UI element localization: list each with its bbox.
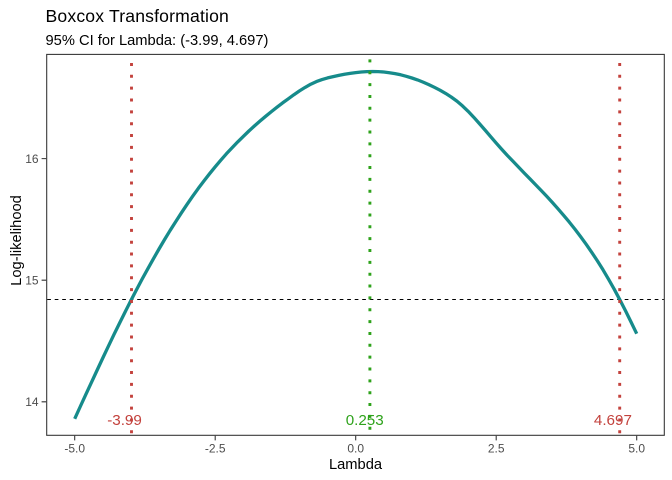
svg-text:4.697: 4.697 <box>594 412 632 429</box>
svg-text:95% CI for Lambda: (-3.99, 4.6: 95% CI for Lambda: (-3.99, 4.697) <box>46 33 269 49</box>
svg-text:5.0: 5.0 <box>628 441 645 455</box>
svg-text:14: 14 <box>25 395 39 409</box>
svg-text:Lambda: Lambda <box>329 457 383 473</box>
svg-text:Boxcox Transformation: Boxcox Transformation <box>46 6 230 26</box>
svg-text:0.253: 0.253 <box>346 412 384 429</box>
svg-text:-2.5: -2.5 <box>205 441 226 455</box>
svg-text:16: 16 <box>25 152 39 166</box>
svg-text:-3.99: -3.99 <box>107 412 142 429</box>
svg-text:2.5: 2.5 <box>488 441 505 455</box>
svg-text:0.0: 0.0 <box>347 441 364 455</box>
svg-text:15: 15 <box>25 274 39 288</box>
svg-text:-5.0: -5.0 <box>64 441 85 455</box>
svg-text:Log-likelihood: Log-likelihood <box>9 195 25 286</box>
